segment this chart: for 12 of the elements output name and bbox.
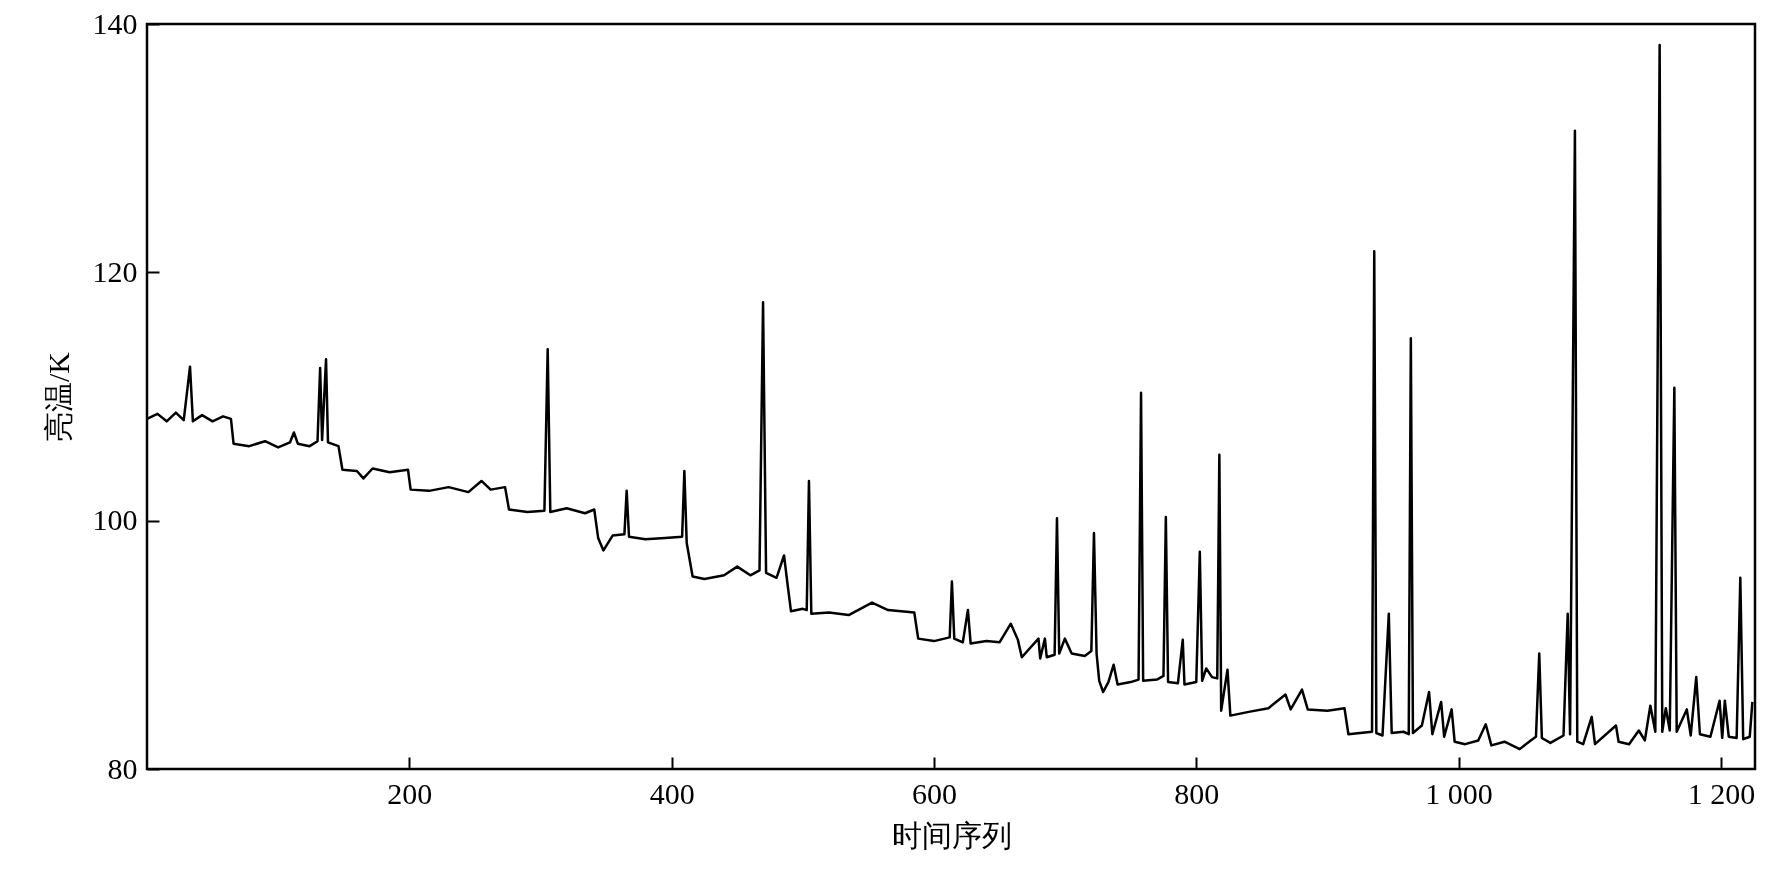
y-axis-title: 亮温/K xyxy=(41,351,75,442)
x-tick-label: 400 xyxy=(649,776,695,810)
x-tick-label: 200 xyxy=(387,776,433,810)
x-tick-label: 600 xyxy=(911,776,957,810)
y-tick-label: 140 xyxy=(92,6,138,40)
y-tick-label: 80 xyxy=(107,751,138,785)
x-tick-label: 800 xyxy=(1174,776,1220,810)
y-tick-label: 120 xyxy=(92,254,138,288)
x-axis-title: 时间序列 xyxy=(891,818,1012,852)
x-tick-label: 1 000 xyxy=(1425,776,1493,810)
x-tick-label: 1 200 xyxy=(1687,776,1756,810)
y-tick-label: 100 xyxy=(92,503,138,537)
